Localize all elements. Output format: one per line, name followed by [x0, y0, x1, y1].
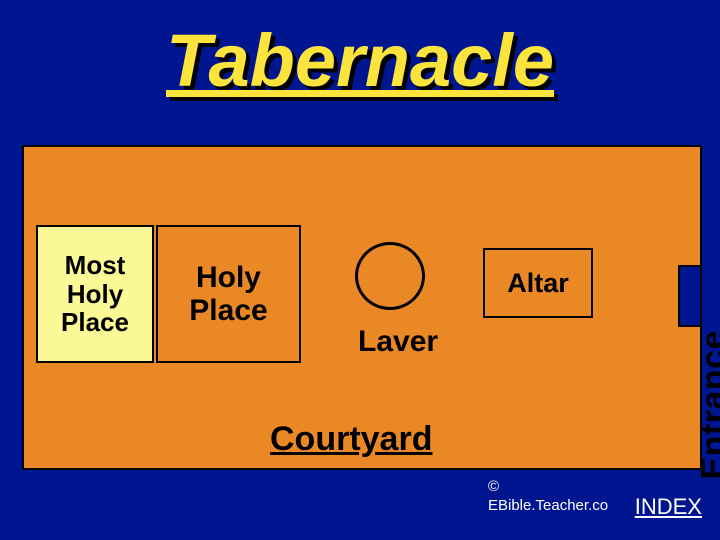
- altar-label: Altar: [507, 268, 569, 299]
- altar-box: Altar: [483, 248, 593, 318]
- copyright-symbol: ©: [488, 478, 499, 495]
- holy-place-box: HolyPlace: [156, 225, 301, 363]
- index-link[interactable]: INDEX: [635, 494, 702, 520]
- courtyard-label: Courtyard: [270, 420, 432, 459]
- holy-place-label: HolyPlace: [189, 261, 267, 327]
- most-holy-place-label: MostHolyPlace: [61, 251, 129, 337]
- copyright-text: © EBible.Teacher.co: [488, 478, 608, 516]
- most-holy-place-box: MostHolyPlace: [36, 225, 154, 363]
- laver-label: Laver: [358, 325, 438, 359]
- laver-circle: [355, 242, 425, 310]
- slide-title: Tabernacle: [0, 18, 720, 103]
- entrance-label: Entrance: [694, 330, 720, 480]
- copyright-source: EBible.Teacher.co: [488, 497, 608, 514]
- entrance-notch: [678, 265, 702, 327]
